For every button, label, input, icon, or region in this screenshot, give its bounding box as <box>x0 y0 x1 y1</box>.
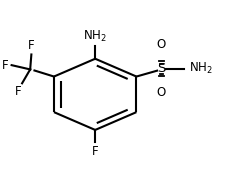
Text: F: F <box>2 59 9 72</box>
Text: S: S <box>157 62 166 75</box>
Text: NH$_2$: NH$_2$ <box>189 61 213 76</box>
Text: O: O <box>157 86 166 99</box>
Text: O: O <box>157 38 166 51</box>
Text: NH$_2$: NH$_2$ <box>83 29 107 44</box>
Text: F: F <box>92 145 99 158</box>
Text: F: F <box>28 39 35 52</box>
Text: F: F <box>15 85 22 98</box>
